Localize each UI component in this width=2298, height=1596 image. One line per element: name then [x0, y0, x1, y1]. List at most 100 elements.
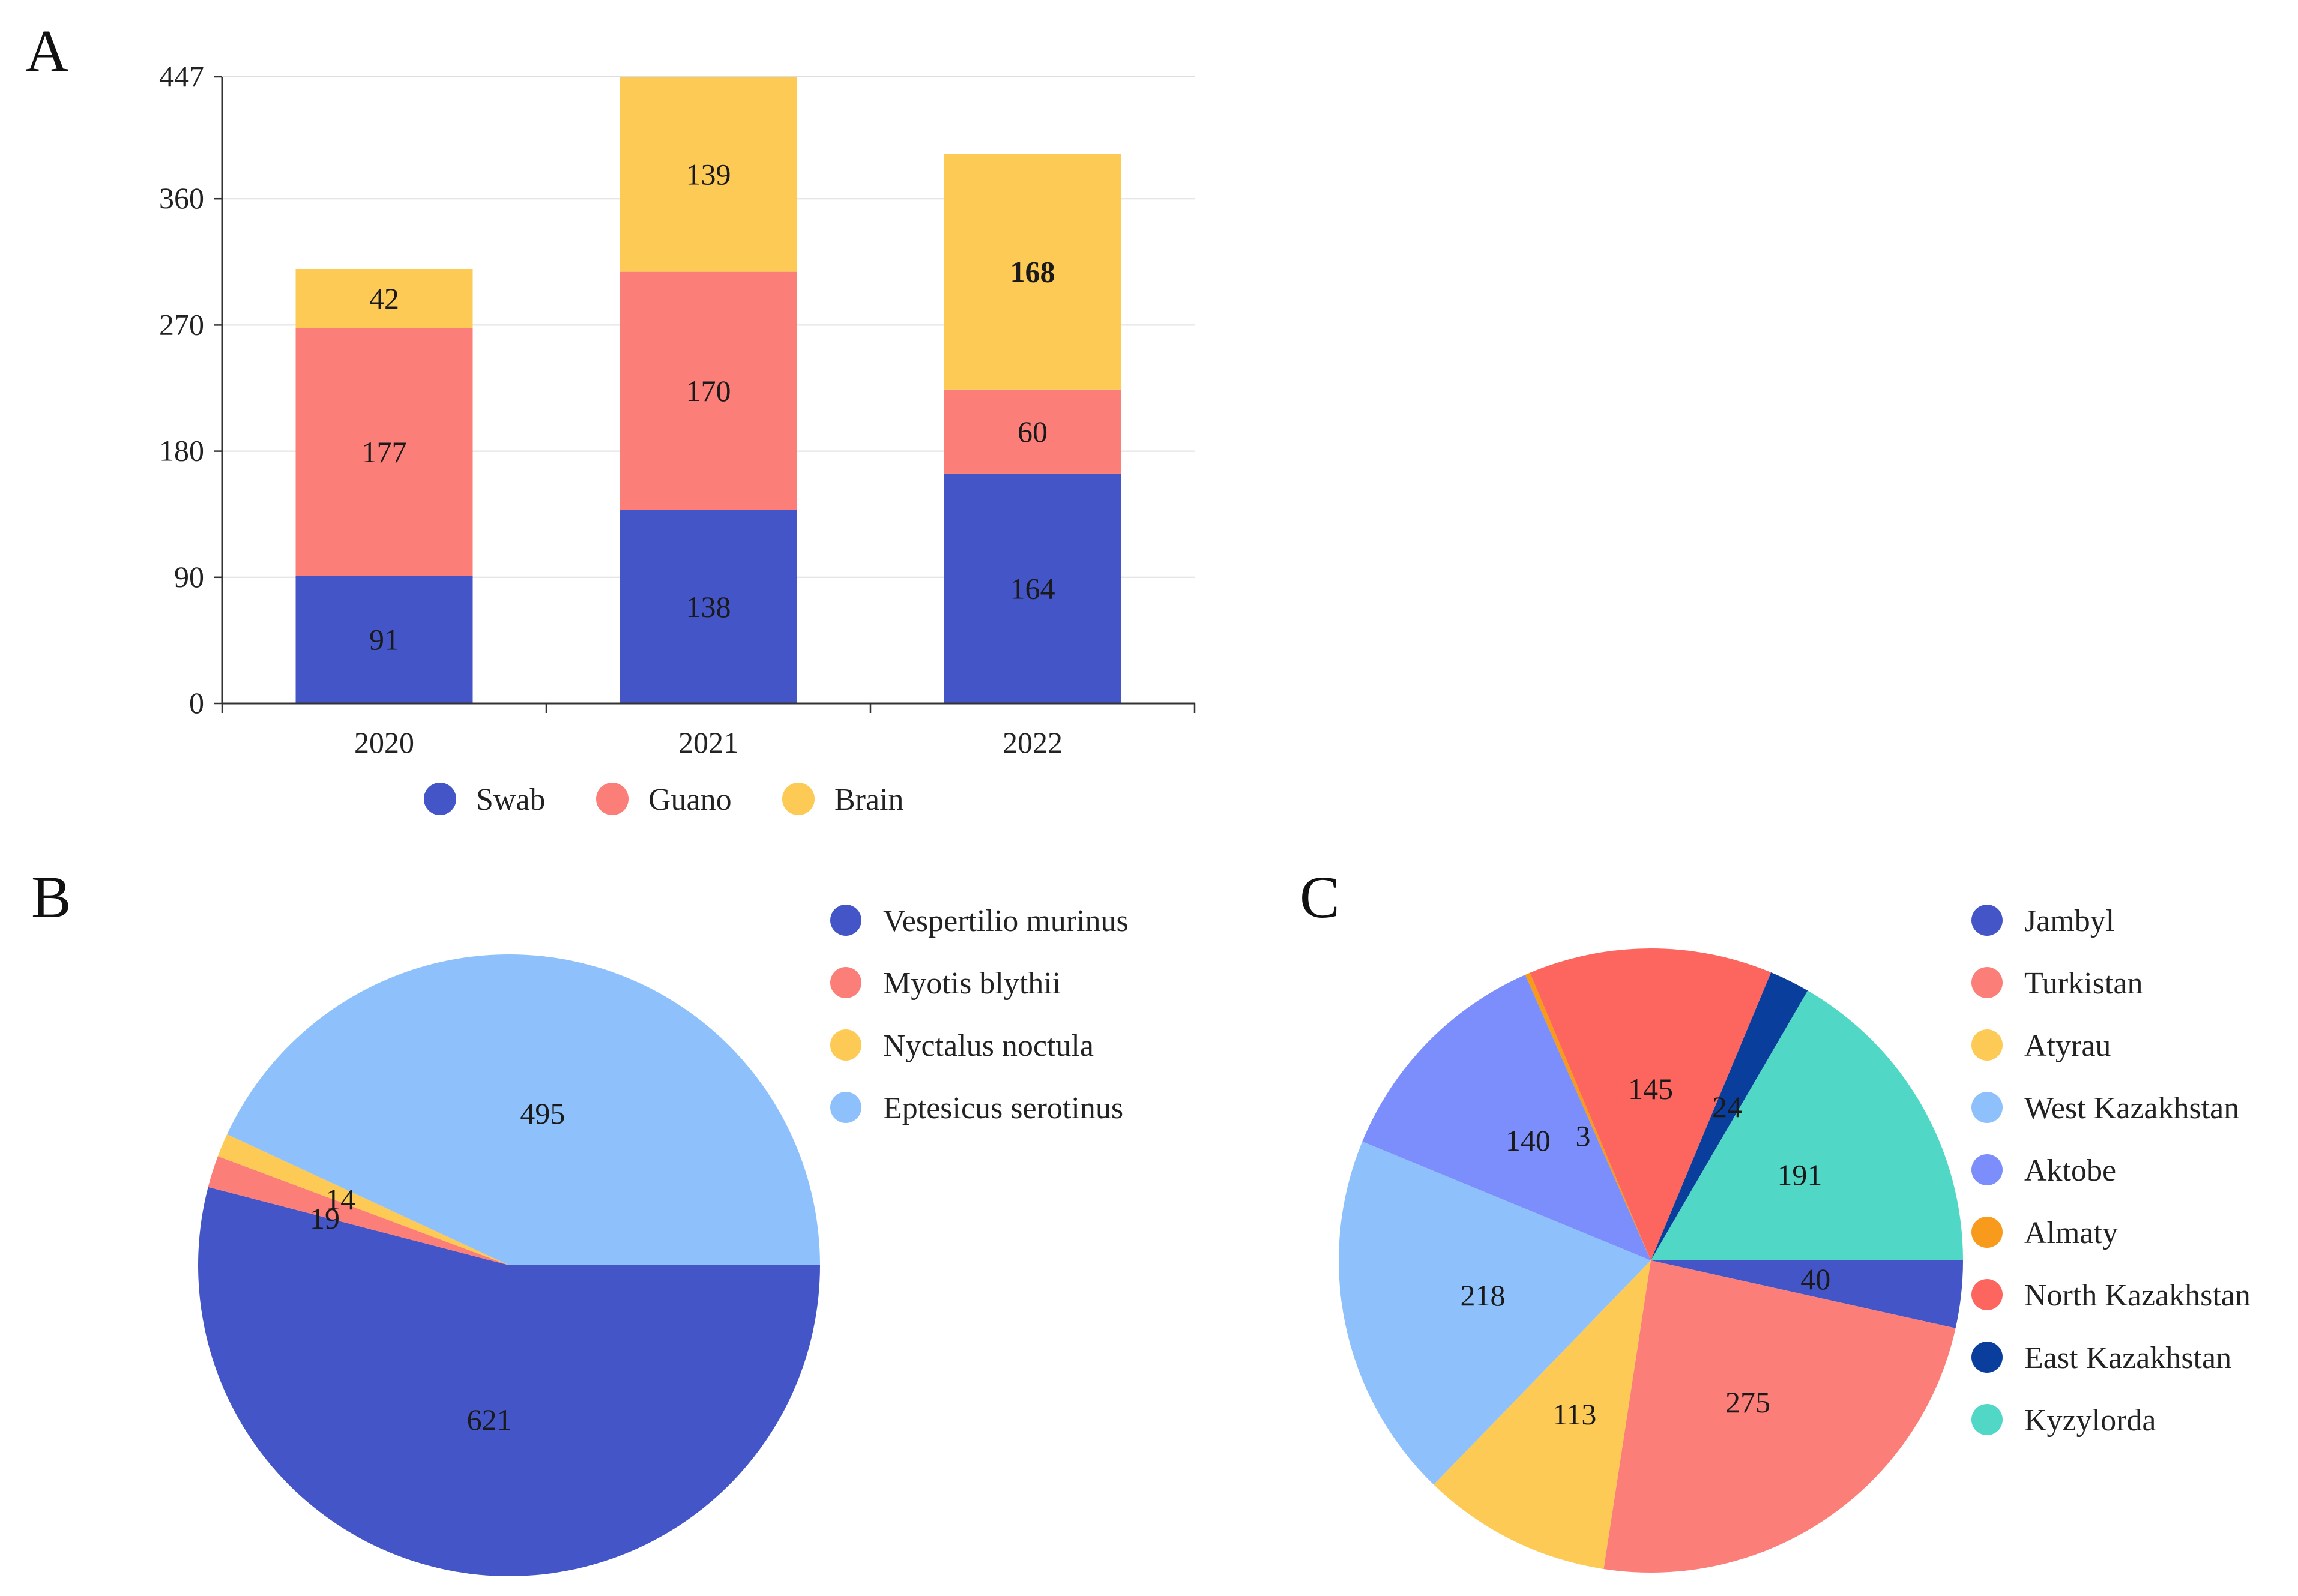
legend-item-aktobe[interactable]: Aktobe: [1971, 1154, 2116, 1188]
legend-item-turkistan[interactable]: Turkistan: [1971, 966, 2143, 1001]
slice-east-kazakhstan: [1651, 972, 1808, 1260]
slice-kyzylorda: [1651, 990, 1963, 1260]
legend-item-swab[interactable]: Swab: [424, 783, 546, 817]
legend-label: East Kazakhstan: [2024, 1341, 2231, 1375]
bar-guano-2022: [944, 389, 1121, 474]
y-tick-label: 447: [159, 59, 204, 93]
legend-label: Atyrau: [2024, 1029, 2111, 1063]
slice-label-eptesicus-serotinus: 495: [520, 1097, 565, 1130]
panel-letter-c: C: [1300, 864, 1340, 930]
pie-slices: [1339, 948, 1963, 1573]
slice-jambyl: [1651, 1260, 1963, 1328]
legend-marker: [830, 1029, 861, 1061]
y-tick-label: 90: [174, 560, 204, 594]
slice-label-aktobe: 140: [1506, 1124, 1551, 1157]
legend-item-almaty[interactable]: Almaty: [1971, 1216, 2118, 1250]
legend-item-east-kazakhstan[interactable]: East Kazakhstan: [1971, 1341, 2231, 1375]
bar-swab-2021: [620, 510, 797, 703]
slice-myotis-blythii: [208, 1156, 509, 1265]
legend-item-west-kazakhstan[interactable]: West Kazakhstan: [1971, 1091, 2239, 1125]
panel-letter-b: B: [31, 864, 71, 930]
slice-north-kazakhstan: [1530, 948, 1772, 1260]
y-axis-ticks: 0 90 180 270 360 447: [159, 59, 222, 720]
y-tick-label: 270: [159, 307, 204, 341]
data-label: 170: [686, 374, 731, 408]
legend-marker: [1971, 905, 2003, 936]
legend-label: Aktobe: [2024, 1154, 2116, 1188]
slice-label-nyctalus-noctula: 14: [325, 1182, 355, 1216]
data-label: 139: [686, 157, 731, 191]
data-label: 168: [1010, 255, 1055, 289]
slice-label-north-kazakhstan: 145: [1628, 1072, 1673, 1106]
slice-label-almaty: 3: [1576, 1119, 1591, 1152]
region-pie-panel: 40 275 113 218 140 3 145 24 191 Jambyl Turkistan A…: [1339, 904, 2251, 1573]
legend-item-vespertilio-murinus[interactable]: Vespertilio murinus: [830, 904, 1129, 938]
x-tick-label: 2020: [354, 726, 414, 759]
legend-label: West Kazakhstan: [2024, 1091, 2239, 1125]
legend-marker: [1971, 1154, 2003, 1185]
legend-label: Nyctalus noctula: [883, 1029, 1094, 1063]
legend-marker: [830, 967, 861, 998]
legend-item-eptesicus-serotinus[interactable]: Eptesicus serotinus: [830, 1091, 1123, 1125]
slice-label-myotis-blythii: 19: [310, 1202, 340, 1235]
data-label: 42: [369, 282, 399, 315]
slice-label-west-kazakhstan: 218: [1460, 1278, 1505, 1312]
y-tick-label: 360: [159, 181, 204, 215]
x-tick-label: 2022: [1003, 726, 1063, 759]
legend-item-myotis-blythii[interactable]: Myotis blythii: [830, 966, 1061, 1001]
data-label: 91: [369, 623, 399, 657]
species-legend[interactable]: Vespertilio murinus Myotis blythii Nyctalu…: [830, 904, 1129, 1125]
bar-legend[interactable]: Swab Guano Brain: [424, 783, 904, 817]
legend-marker: [1971, 1092, 2003, 1123]
legend-item-atyrau[interactable]: Atyrau: [1971, 1029, 2111, 1063]
legend-item-north-kazakhstan[interactable]: North Kazakhstan: [1971, 1278, 2251, 1313]
legend-marker: [1971, 1279, 2003, 1310]
slice-label-turkistan: 275: [1725, 1385, 1770, 1419]
data-label: 177: [362, 435, 407, 469]
slice-almaty: [1525, 972, 1651, 1260]
legend-item-kyzylorda[interactable]: Kyzylorda: [1971, 1403, 2156, 1438]
legend-marker: [596, 783, 629, 815]
region-legend[interactable]: Jambyl Turkistan Atyrau West Kazakhstan Akto…: [1971, 904, 2251, 1438]
panel-letter-a: A: [25, 17, 68, 84]
slice-label-atyrau: 113: [1552, 1397, 1596, 1431]
legend-marker: [1971, 1029, 2003, 1061]
legend-label: Brain: [834, 783, 904, 817]
legend-label: Almaty: [2024, 1216, 2118, 1250]
slice-label-vespertilio-murinus: 621: [467, 1403, 512, 1436]
legend-label: North Kazakhstan: [2024, 1278, 2251, 1313]
legend-marker: [830, 1092, 861, 1123]
legend-label: Kyzylorda: [2024, 1403, 2156, 1438]
legend-label: Turkistan: [2024, 966, 2143, 1001]
bar-brain-2020: [295, 268, 473, 328]
legend-label: Eptesicus serotinus: [883, 1091, 1123, 1125]
slice-eptesicus-serotinus: [227, 954, 821, 1265]
bar-guano-2020: [295, 328, 473, 576]
legend-marker: [782, 783, 815, 815]
bar-brain-2022: [944, 154, 1121, 390]
slice-aktobe: [1362, 974, 1651, 1260]
pie-labels: 40 275 113 218 140 3 145 24 191: [1460, 1072, 1830, 1431]
legend-item-nyctalus-noctula[interactable]: Nyctalus noctula: [830, 1029, 1094, 1063]
slice-west-kazakhstan: [1339, 1141, 1651, 1485]
legend-label: Myotis blythii: [883, 966, 1061, 1001]
legend-item-jambyl[interactable]: Jambyl: [1971, 904, 2114, 938]
legend-label: Guano: [648, 783, 732, 817]
bar-swab-2022: [944, 473, 1121, 703]
bar-guano-2021: [620, 271, 797, 510]
x-axis-ticks: 2020 2021 2022: [221, 703, 1196, 759]
legend-item-guano[interactable]: Guano: [596, 783, 732, 817]
bar-chart-panel: 0 90 180 270 360 447 91 177 42 138 170 139 164 60 168…: [159, 59, 1196, 817]
legend-marker: [1971, 1217, 2003, 1248]
legend-marker: [424, 783, 456, 815]
slice-label-jambyl: 40: [1800, 1262, 1830, 1296]
data-label: 138: [686, 590, 731, 624]
bar-brain-2021: [620, 77, 797, 272]
axes: [221, 77, 1195, 705]
legend-item-brain[interactable]: Brain: [782, 783, 904, 817]
y-tick-label: 180: [159, 434, 204, 468]
pie-slices: [198, 954, 821, 1577]
slice-vespertilio-murinus: [198, 1187, 820, 1577]
